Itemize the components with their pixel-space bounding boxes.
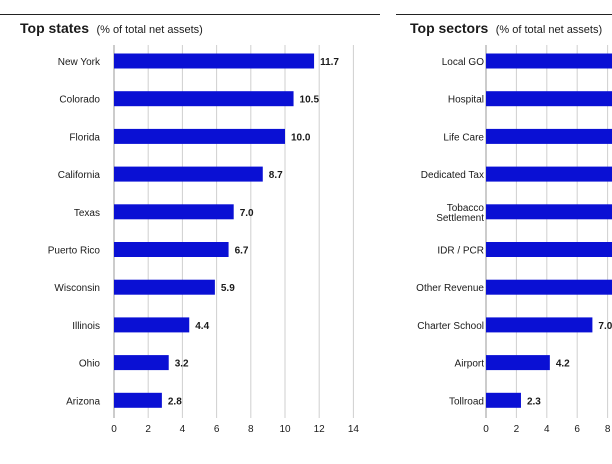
bar-idr-pcr <box>486 242 612 257</box>
bar-puerto-rico <box>114 242 229 257</box>
bar-texas <box>114 204 234 220</box>
value-label-texas: 7.0 <box>240 208 254 219</box>
x-tick-label: 4 <box>180 424 186 435</box>
value-label-illinois: 4.4 <box>195 321 209 332</box>
category-label-local-go: Local GO <box>442 57 484 68</box>
value-label-colorado: 10.5 <box>300 95 320 106</box>
x-tick-label: 8 <box>248 424 254 435</box>
category-label-wisconsin: Wisconsin <box>54 283 100 294</box>
bar-charter-school <box>486 317 593 333</box>
category-label-new-york: New York <box>58 57 101 68</box>
top-states-panel: Top states (% of total net assets) 0 2 4 6 8… <box>0 14 380 435</box>
bar-new-york <box>114 53 315 69</box>
top-sectors-header: Top sectors (% of total net assets) <box>396 14 612 41</box>
bar-other-revenue <box>486 279 612 295</box>
bar-life-care <box>486 128 612 144</box>
value-label-puerto-rico: 6.7 <box>235 246 249 257</box>
top-states-title: Top states (% of total net assets) <box>20 20 203 38</box>
category-label-other-revenue: Other Revenue <box>416 283 484 294</box>
top-sectors-title-text: Top sectors <box>410 20 489 36</box>
x-tick-label: 0 <box>111 424 117 435</box>
value-label-florida: 10.0 <box>291 132 311 143</box>
top-sectors-bar-chart: 0 2 4 6 8 Local GO Hospital Life Care Dedicated … <box>416 45 612 435</box>
value-label-wisconsin: 5.9 <box>221 283 235 294</box>
bar-illinois <box>114 317 190 333</box>
category-label-california: California <box>58 170 101 181</box>
category-label-idr-pcr: IDR / PCR <box>437 246 484 257</box>
bar-airport <box>486 355 550 371</box>
x-tick-label: 10 <box>279 424 291 435</box>
category-label-puerto-rico: Puerto Rico <box>48 246 101 257</box>
x-tick-label: 6 <box>214 424 220 435</box>
x-tick-label: 12 <box>314 424 326 435</box>
top-sectors-subtitle: (% of total net assets) <box>495 24 603 36</box>
category-label-arizona: Arizona <box>66 396 100 407</box>
bar-florida <box>114 128 285 144</box>
value-label-california: 8.7 <box>269 170 283 181</box>
category-label-tollroad: Tollroad <box>449 396 484 407</box>
category-label-colorado: Colorado <box>59 95 100 106</box>
bar-wisconsin <box>114 279 215 295</box>
x-tick-label: 14 <box>348 424 360 435</box>
bar-local-go <box>486 53 612 69</box>
category-label-ohio: Ohio <box>79 359 101 370</box>
bar-arizona <box>114 392 162 408</box>
category-label-life-care: Life Care <box>443 132 484 143</box>
bar-ohio <box>114 355 169 371</box>
x-tick-label: 8 <box>605 424 611 435</box>
x-tick-label: 2 <box>514 424 520 435</box>
value-label-tollroad: 2.3 <box>527 396 541 407</box>
value-label-charter-school: 7.0 <box>598 321 612 332</box>
top-sectors-title: Top sectors (% of total net assets) <box>410 20 602 38</box>
category-label-tobacco-settlement: Tobacco Settlement <box>436 203 484 224</box>
category-label-airport: Airport <box>455 359 485 370</box>
top-states-bar-chart: 0 2 4 6 8 10 12 14 New York 11.7 Colorado 10.5 Flori… <box>48 45 360 435</box>
value-label-new-york: 11.7 <box>320 57 339 68</box>
x-tick-label: 2 <box>145 424 151 435</box>
category-label-dedicated-tax: Dedicated Tax <box>421 170 484 181</box>
bar-tollroad <box>486 392 521 408</box>
value-label-arizona: 2.8 <box>168 396 182 407</box>
x-tick-label: 0 <box>483 424 489 435</box>
top-states-subtitle: (% of total net assets) <box>96 24 203 36</box>
value-label-airport: 4.2 <box>556 359 570 370</box>
category-label-florida: Florida <box>69 132 100 143</box>
bar-colorado <box>114 91 294 107</box>
bar-dedicated-tax <box>486 166 612 182</box>
top-sectors-panel: Top sectors (% of total net assets) 0 2 4 6… <box>396 0 612 464</box>
bar-hospital <box>486 91 612 107</box>
bar-tobacco-settlement <box>486 204 612 220</box>
category-label-charter-school: Charter School <box>417 321 484 332</box>
x-tick-label: 6 <box>574 424 580 435</box>
category-label-illinois: Illinois <box>72 321 100 332</box>
bar-california <box>114 166 263 182</box>
x-tick-label: 4 <box>544 424 550 435</box>
top-states-header: Top states (% of total net assets) <box>0 14 380 41</box>
value-label-ohio: 3.2 <box>175 359 189 370</box>
category-label-texas: Texas <box>74 208 100 219</box>
category-label-hospital: Hospital <box>448 95 484 106</box>
top-states-title-text: Top states <box>20 20 89 36</box>
